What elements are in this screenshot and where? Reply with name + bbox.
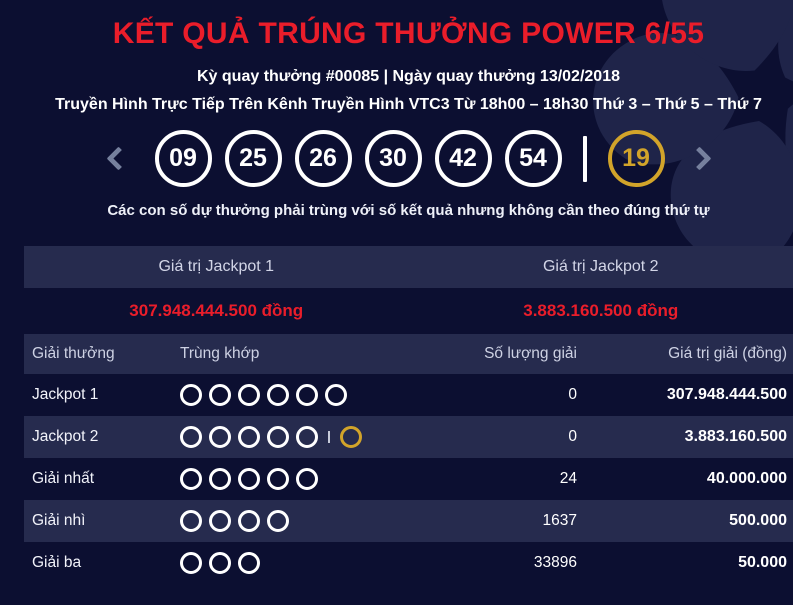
table-row: Jackpot 2 0 3.883.160.500 [24, 416, 793, 458]
prize-name: Giải nhất [32, 470, 95, 487]
prize-value: 500.000 [729, 512, 787, 529]
winner-count: 1637 [542, 512, 577, 529]
previous-draw-button[interactable] [104, 144, 133, 173]
match-circle-gold-icon [340, 426, 362, 448]
content-container: KẾT QUẢ TRÚNG THƯỞNG POWER 6/55 Kỳ quay … [24, 0, 793, 584]
prize-value: 50.000 [738, 554, 787, 571]
match-circle-icon [209, 468, 231, 490]
match-circle-icon [238, 552, 260, 574]
header-prize: Giải thưởng [32, 345, 115, 362]
match-circle-icon [180, 510, 202, 532]
match-pattern [180, 552, 397, 574]
next-draw-button[interactable] [685, 144, 714, 173]
prize-value: 40.000.000 [706, 470, 787, 487]
match-circle-icon [238, 468, 260, 490]
match-pattern [180, 468, 397, 490]
prize-name: Giải ba [32, 554, 82, 571]
match-circle-icon [267, 426, 289, 448]
match-circle-icon [209, 384, 231, 406]
match-circle-icon [325, 384, 347, 406]
match-separator [328, 431, 330, 443]
prize-name: Giải nhì [32, 512, 86, 529]
jackpot1-label: Giá trị Jackpot 1 [158, 258, 275, 275]
header-match: Trùng khớp [180, 345, 260, 362]
draw-info: Kỳ quay thưởng #00085 | Ngày quay thưởng… [197, 68, 620, 85]
number-ball: 09 [154, 130, 212, 187]
match-circle-icon [296, 426, 318, 448]
match-pattern [180, 426, 397, 448]
match-circle-icon [267, 510, 289, 532]
jackpot2-label: Giá trị Jackpot 2 [542, 258, 659, 275]
jackpot2-value: 3.883.160.500 đồng [523, 301, 679, 320]
prize-value: 307.948.444.500 [666, 386, 787, 403]
number-ball: 26 [294, 130, 352, 187]
special-number-ball: 19 [607, 130, 665, 187]
jackpot-values-row: 307.948.444.500 đồng 3.883.160.500 đồng [24, 288, 793, 334]
number-ball: 42 [434, 130, 492, 187]
match-circle-icon [238, 510, 260, 532]
match-circle-icon [180, 384, 202, 406]
table-row: Giải ba 33896 50.000 [24, 542, 793, 584]
prize-name: Jackpot 2 [32, 428, 99, 445]
match-circle-icon [209, 510, 231, 532]
number-ball: 30 [364, 130, 422, 187]
match-circle-icon [296, 384, 318, 406]
numbers-separator [582, 135, 587, 182]
match-circle-icon [180, 552, 202, 574]
number-ball: 54 [504, 130, 562, 187]
broadcast-info: Truyền Hình Trực Tiếp Trên Kênh Truyền H… [55, 96, 762, 113]
winner-count: 24 [559, 470, 577, 487]
chevron-right-icon [686, 146, 712, 171]
prize-value: 3.883.160.500 [684, 428, 787, 445]
header-value: Giá trị giải (đồng) [668, 345, 787, 362]
match-circle-icon [267, 384, 289, 406]
winning-numbers-row: 09 25 26 30 42 54 19 [24, 130, 793, 187]
table-row: Jackpot 1 0 307.948.444.500 [24, 374, 793, 416]
match-pattern [180, 384, 397, 406]
match-circle-icon [209, 426, 231, 448]
chevron-left-icon [105, 146, 131, 171]
prize-name: Jackpot 1 [32, 386, 99, 403]
match-circle-icon [180, 468, 202, 490]
match-rule-note: Các con số dự thưởng phải trùng với số k… [107, 202, 710, 219]
match-circle-icon [180, 426, 202, 448]
table-row: Giải nhì 1637 500.000 [24, 500, 793, 542]
winner-count: 0 [568, 386, 577, 403]
match-circle-icon [238, 426, 260, 448]
winner-count: 0 [568, 428, 577, 445]
table-row: Giải nhất 24 40.000.000 [24, 458, 793, 500]
header-count: Số lượng giải [484, 345, 577, 362]
main-numbers: 09 25 26 30 42 54 [154, 130, 562, 187]
prize-table-header: Giải thưởng Trùng khớp Số lượng giải Giá… [24, 334, 793, 374]
match-circle-icon [209, 552, 231, 574]
match-circle-icon [296, 468, 318, 490]
match-circle-icon [267, 468, 289, 490]
match-pattern [180, 510, 397, 532]
number-ball: 25 [224, 130, 282, 187]
jackpot1-value: 307.948.444.500 đồng [129, 301, 304, 320]
match-circle-icon [238, 384, 260, 406]
jackpot-labels-band: Giá trị Jackpot 1 Giá trị Jackpot 2 [24, 246, 793, 288]
page-title: KẾT QUẢ TRÚNG THƯỞNG POWER 6/55 [112, 17, 705, 50]
winner-count: 33896 [533, 554, 577, 571]
